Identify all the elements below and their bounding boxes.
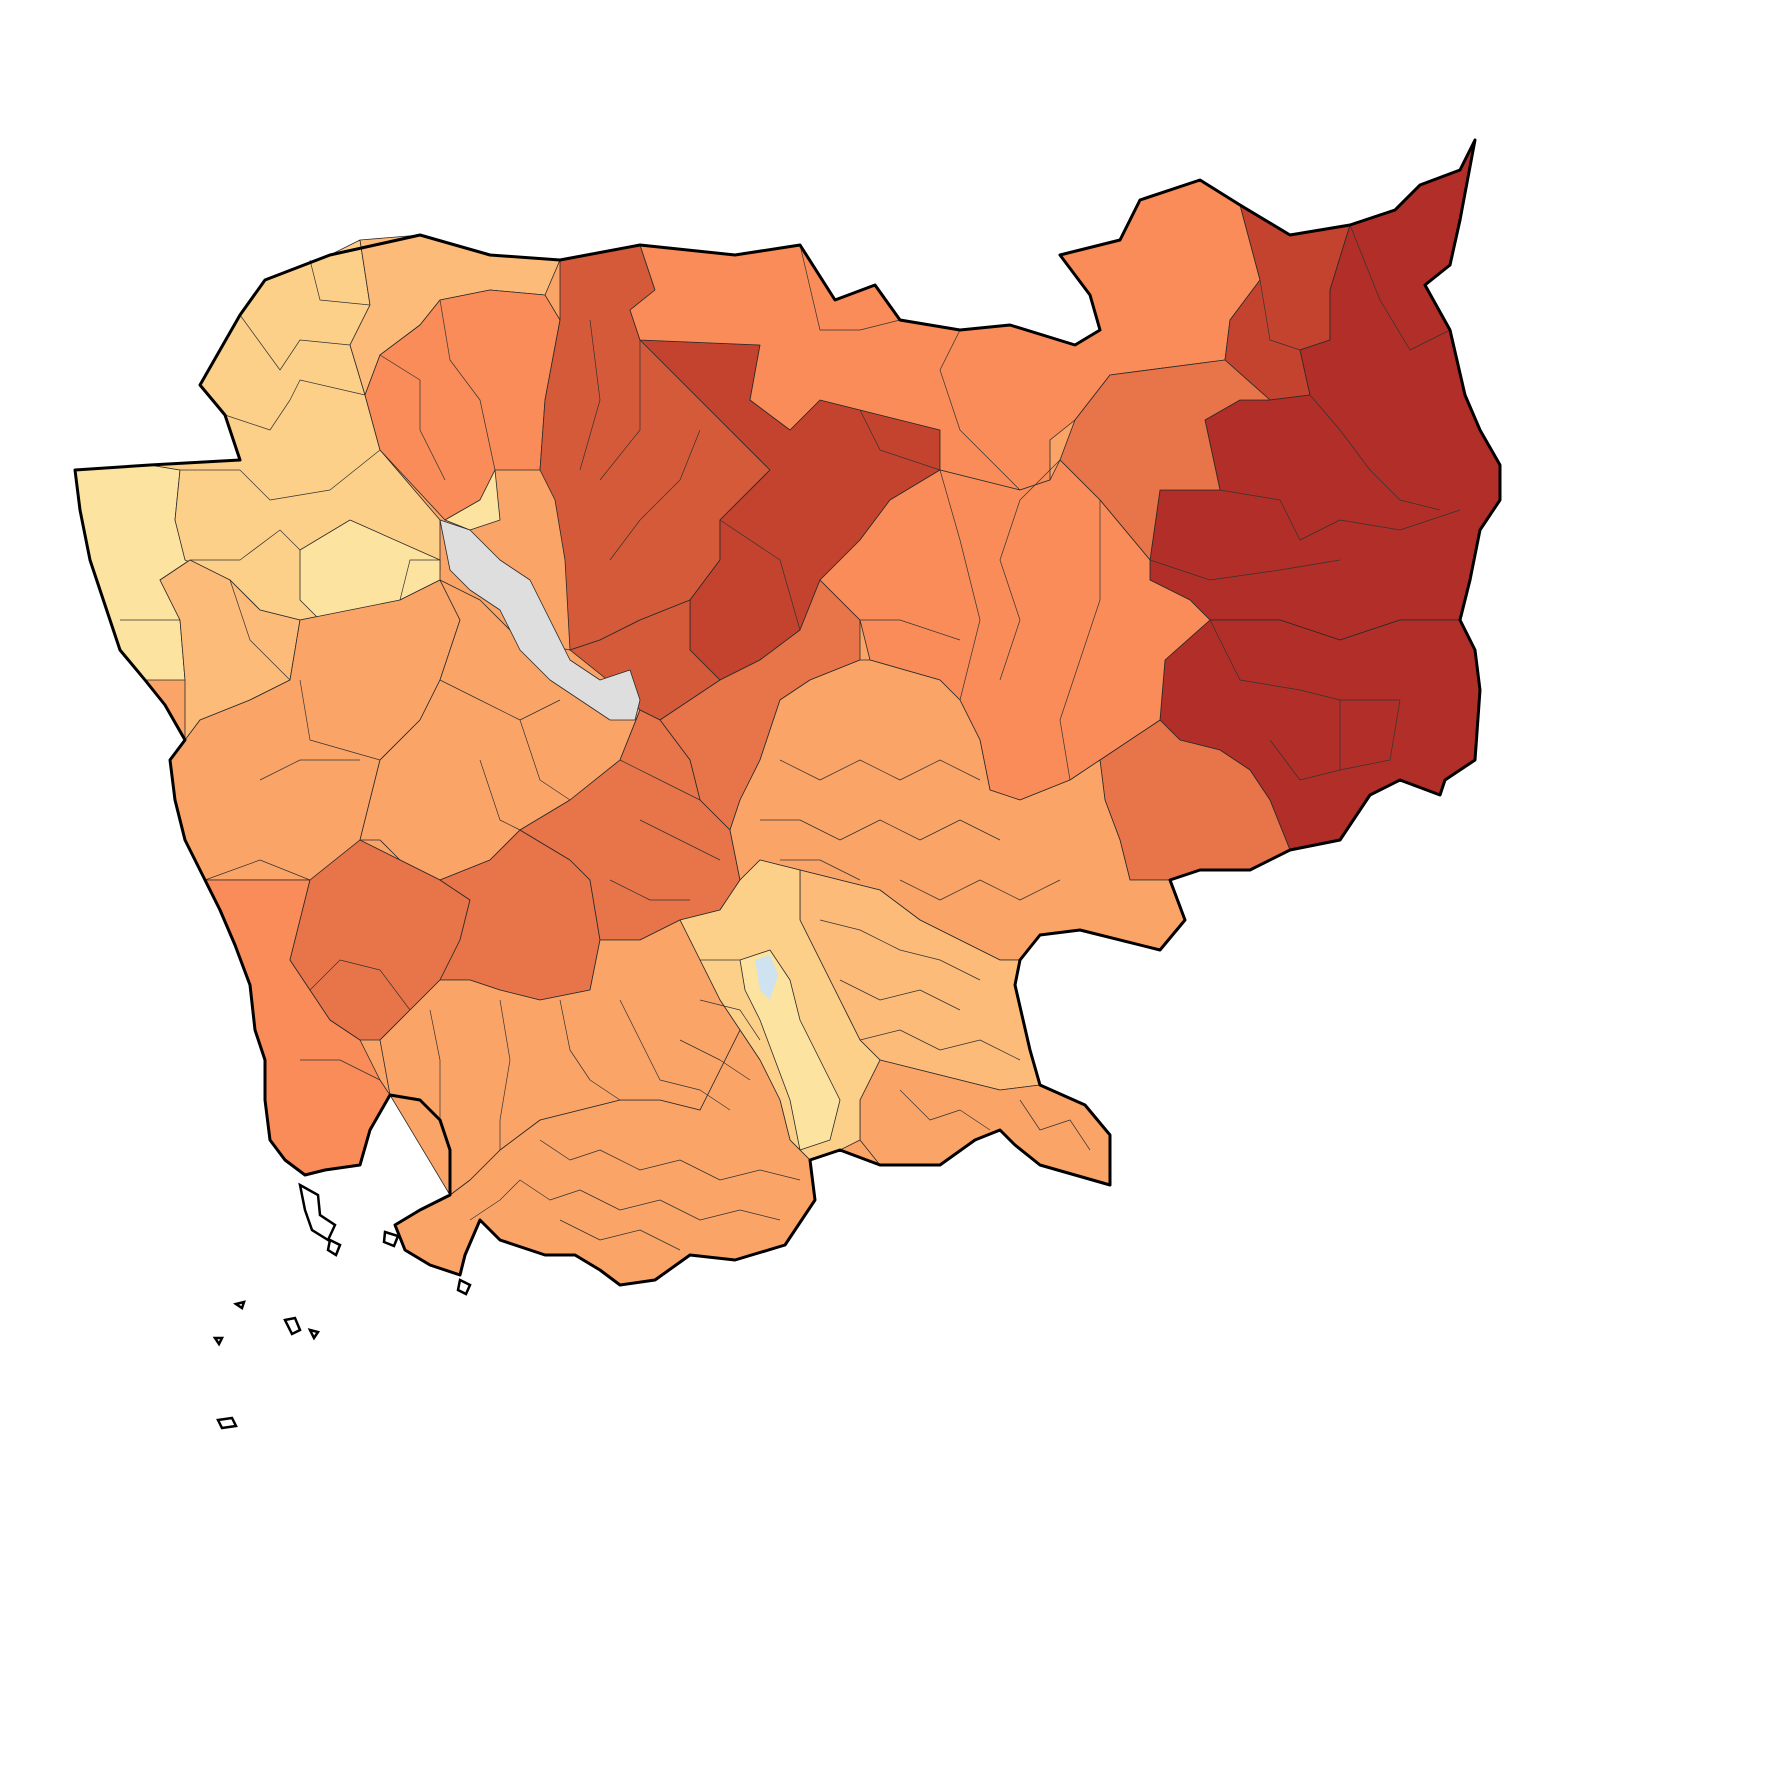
district-boundary-20	[1059, 500, 1101, 781]
district-boundary-58	[469, 1179, 521, 1221]
district-boundary-40	[780, 859, 861, 881]
district-boundary-19	[999, 459, 1061, 681]
water-bodies	[755, 955, 778, 1000]
country-outline	[73, 138, 1502, 1287]
district-boundary-60	[300, 1059, 381, 1081]
district-boundary-53	[499, 999, 511, 1150]
district-boundary-38	[779, 759, 981, 781]
district-boundary-17	[939, 469, 981, 701]
island-7	[382, 1230, 400, 1248]
district-boundary-14	[859, 409, 941, 471]
district-boundary-8	[439, 299, 496, 471]
district-boundary-39	[760, 819, 1001, 841]
district-boundary-11	[599, 340, 641, 481]
district-boundary-34	[479, 759, 521, 831]
district-boundary-55	[539, 1139, 801, 1181]
district-boundary-21	[1259, 279, 1301, 351]
island-8	[456, 1278, 472, 1296]
island-koh-kong-coast	[298, 1182, 337, 1242]
district-boundary-52	[559, 999, 621, 1101]
district-boundary-10	[579, 319, 601, 471]
district-boundary-26	[1209, 619, 1400, 701]
district-boundary-27	[1339, 699, 1401, 771]
district-boundary-42	[819, 919, 981, 981]
island-5	[212, 1336, 225, 1347]
district-boundary-0	[239, 314, 351, 371]
district-boundary-1	[224, 379, 366, 431]
district-boundary-32	[439, 679, 561, 721]
district-boundary-22	[1349, 224, 1451, 351]
district-boundary-29	[204, 859, 311, 881]
regions	[74, 139, 1501, 1286]
district-boundary-13	[719, 519, 801, 631]
region-tonle-sap	[439, 519, 641, 721]
region-phnom-penh-area	[739, 949, 841, 1151]
district-boundary-9	[379, 354, 446, 481]
district-boundary-33	[519, 719, 571, 801]
district-boundary-56	[519, 1179, 781, 1221]
district-boundary-44	[859, 1029, 1021, 1061]
district-boundary-30	[259, 759, 360, 781]
island-1	[326, 1238, 342, 1257]
district-boundary-51	[619, 999, 661, 1081]
district-boundary-24	[1219, 489, 1461, 541]
island-2	[232, 1300, 246, 1310]
district-boundary-46	[1019, 1099, 1091, 1151]
district-boundary-28	[1269, 739, 1341, 781]
district-boundary-2	[180, 449, 381, 501]
district-boundary-4	[229, 579, 291, 681]
district-boundary-49	[679, 1039, 751, 1081]
district-boundary-18	[860, 619, 961, 641]
district-boundary-41	[899, 879, 1061, 901]
mekong-water	[755, 955, 778, 1000]
district-boundary-43	[839, 979, 961, 1011]
district-boundary-45	[899, 1089, 991, 1131]
district-boundary-7	[399, 559, 440, 601]
district-boundary-23	[1309, 394, 1441, 511]
district-boundary-48	[699, 999, 761, 1041]
island-3	[283, 1316, 302, 1336]
district-boundary-16	[939, 329, 1021, 491]
district-boundary-54	[429, 1009, 441, 1120]
district-boundaries	[120, 224, 1461, 1251]
district-boundary-35	[619, 759, 701, 801]
district-boundary-50	[659, 1079, 731, 1111]
region-siem-reap-yellow	[444, 469, 501, 531]
district-boundary-57	[559, 1219, 681, 1251]
district-boundary-3	[190, 529, 301, 561]
islands	[212, 1182, 472, 1430]
island-6	[216, 1416, 238, 1430]
district-boundary-59	[309, 959, 411, 1011]
district-boundary-36	[639, 819, 721, 861]
district-boundary-37	[609, 879, 690, 901]
country-border	[73, 138, 1502, 1287]
district-boundary-12	[609, 429, 701, 561]
district-boundary-15	[799, 244, 901, 331]
island-4	[307, 1328, 321, 1341]
district-boundary-31	[299, 679, 381, 761]
district-boundary-25	[1149, 559, 1341, 581]
district-boundary-6	[309, 259, 371, 306]
